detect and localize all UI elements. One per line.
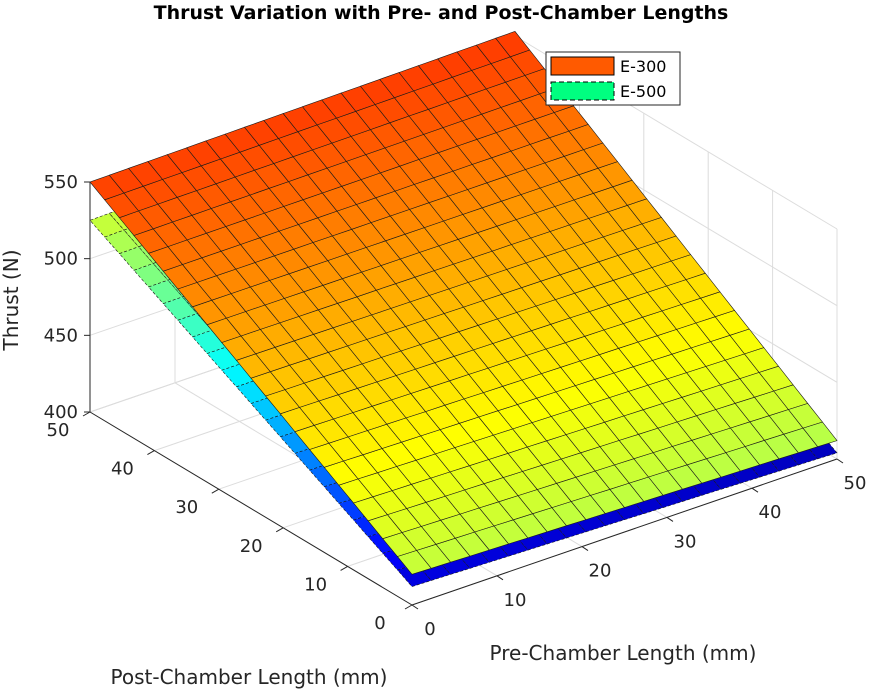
x-tick-label: 10 bbox=[504, 590, 527, 611]
x-tick bbox=[836, 458, 844, 464]
z-tick-label: 500 bbox=[44, 249, 78, 270]
x-tick-label: 0 bbox=[424, 619, 435, 640]
y-tick bbox=[82, 411, 91, 417]
z-tick-label: 450 bbox=[44, 325, 78, 346]
x-tick bbox=[751, 487, 759, 493]
x-tick-label: 50 bbox=[844, 473, 867, 494]
x-tick-label: 20 bbox=[589, 561, 612, 582]
x-axis-label: Pre-Chamber Length (mm) bbox=[490, 641, 757, 665]
x-tick bbox=[411, 604, 419, 610]
y-tick bbox=[404, 604, 413, 610]
x-tick-label: 30 bbox=[674, 531, 697, 552]
surface-patch bbox=[495, 31, 531, 58]
y-tick bbox=[340, 565, 348, 571]
legend: E-300 E-500 bbox=[545, 51, 681, 106]
z-tick-label: 550 bbox=[44, 172, 78, 193]
x-axis-line bbox=[411, 458, 838, 606]
chart-title: Thrust Variation with Pre- and Post-Cham… bbox=[153, 2, 729, 24]
y-tick-label: 40 bbox=[111, 459, 134, 480]
legend-swatch-e500 bbox=[550, 81, 615, 101]
z-axis-label: Thrust (N) bbox=[0, 250, 23, 352]
surface-plot bbox=[89, 31, 838, 587]
y-tick bbox=[147, 450, 155, 456]
y-tick-label: 10 bbox=[304, 574, 327, 595]
y-tick-label: 50 bbox=[47, 420, 70, 441]
y-tick-label: 0 bbox=[374, 613, 385, 634]
legend-label-e500: E-500 bbox=[620, 82, 666, 101]
z-tick-label: 400 bbox=[44, 402, 78, 423]
y-tick-label: 30 bbox=[175, 497, 198, 518]
x-tick bbox=[496, 575, 504, 581]
y-tick bbox=[275, 527, 284, 533]
y-tick-label: 20 bbox=[240, 536, 263, 557]
legend-label-e300: E-300 bbox=[620, 57, 666, 76]
y-tick bbox=[211, 488, 220, 494]
x-tick bbox=[666, 516, 674, 522]
y-axis-label: Post-Chamber Length (mm) bbox=[111, 665, 388, 689]
surface-e-300 bbox=[89, 31, 838, 575]
x-tick-label: 40 bbox=[759, 502, 782, 523]
legend-swatch-e300 bbox=[550, 56, 615, 76]
x-tick bbox=[581, 546, 589, 552]
y-axis-line bbox=[89, 411, 413, 606]
